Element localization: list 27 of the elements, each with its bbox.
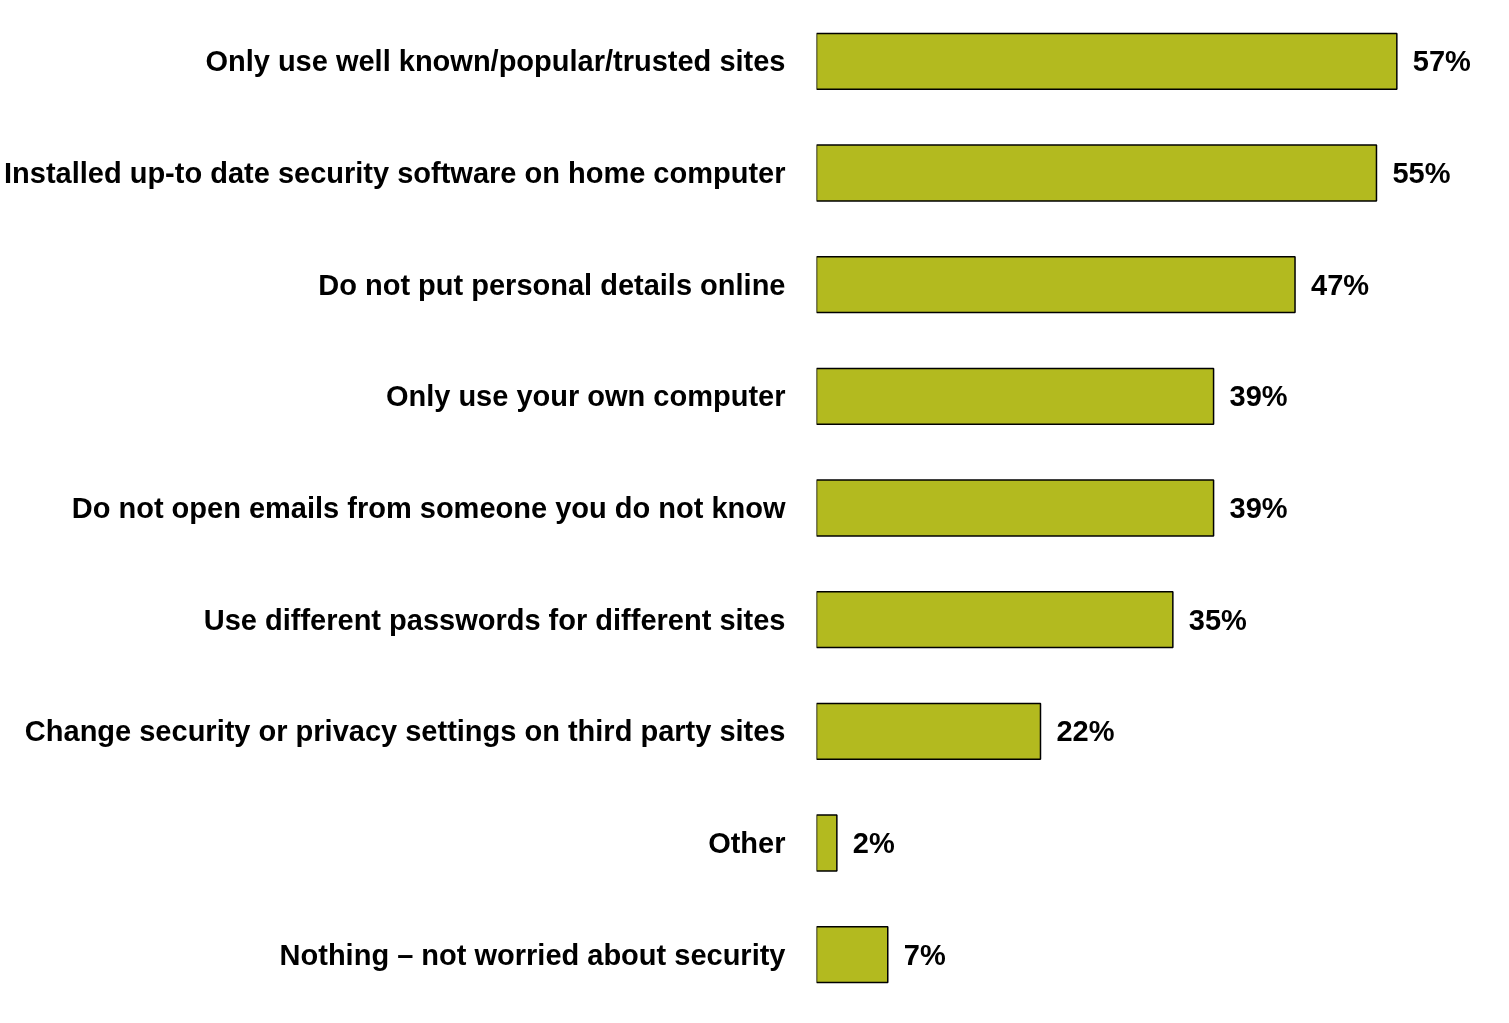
- data-label: 47%: [1311, 268, 1370, 301]
- y-tick-label: Only use your own computer: [385, 380, 786, 413]
- data-label: 7%: [903, 938, 946, 971]
- data-label: 39%: [1229, 492, 1288, 524]
- bar: [816, 702, 1042, 760]
- data-label: 55%: [1392, 157, 1451, 189]
- y-tick-label: Other: [708, 827, 786, 859]
- bar: [816, 479, 1215, 537]
- y-tick-label: Do not put personal details online: [318, 268, 786, 301]
- data-label: 2%: [852, 827, 895, 859]
- bar: [816, 926, 889, 984]
- y-tick-label: Change security or privacy settings on third party sites: [24, 715, 786, 748]
- y-tick-label: Use different passwords for different sites: [203, 603, 786, 636]
- bar: [816, 144, 1378, 202]
- y-tick-label: Do not open emails from someone you do not know: [71, 492, 786, 524]
- data-label: 22%: [1056, 715, 1115, 748]
- bar: [816, 32, 1398, 90]
- data-label: 39%: [1229, 380, 1288, 413]
- bar: [816, 367, 1215, 425]
- y-tick-label: Only use well known/popular/trusted sites: [205, 45, 786, 78]
- bar: [816, 591, 1174, 649]
- bar: [816, 256, 1296, 314]
- y-tick-label: Nothing – not worried about security: [279, 938, 786, 971]
- data-label: 57%: [1412, 45, 1472, 78]
- y-tick-label: Installed up-to date security software on home computer: [3, 157, 786, 189]
- data-label: 35%: [1188, 603, 1248, 636]
- bar: [816, 814, 838, 872]
